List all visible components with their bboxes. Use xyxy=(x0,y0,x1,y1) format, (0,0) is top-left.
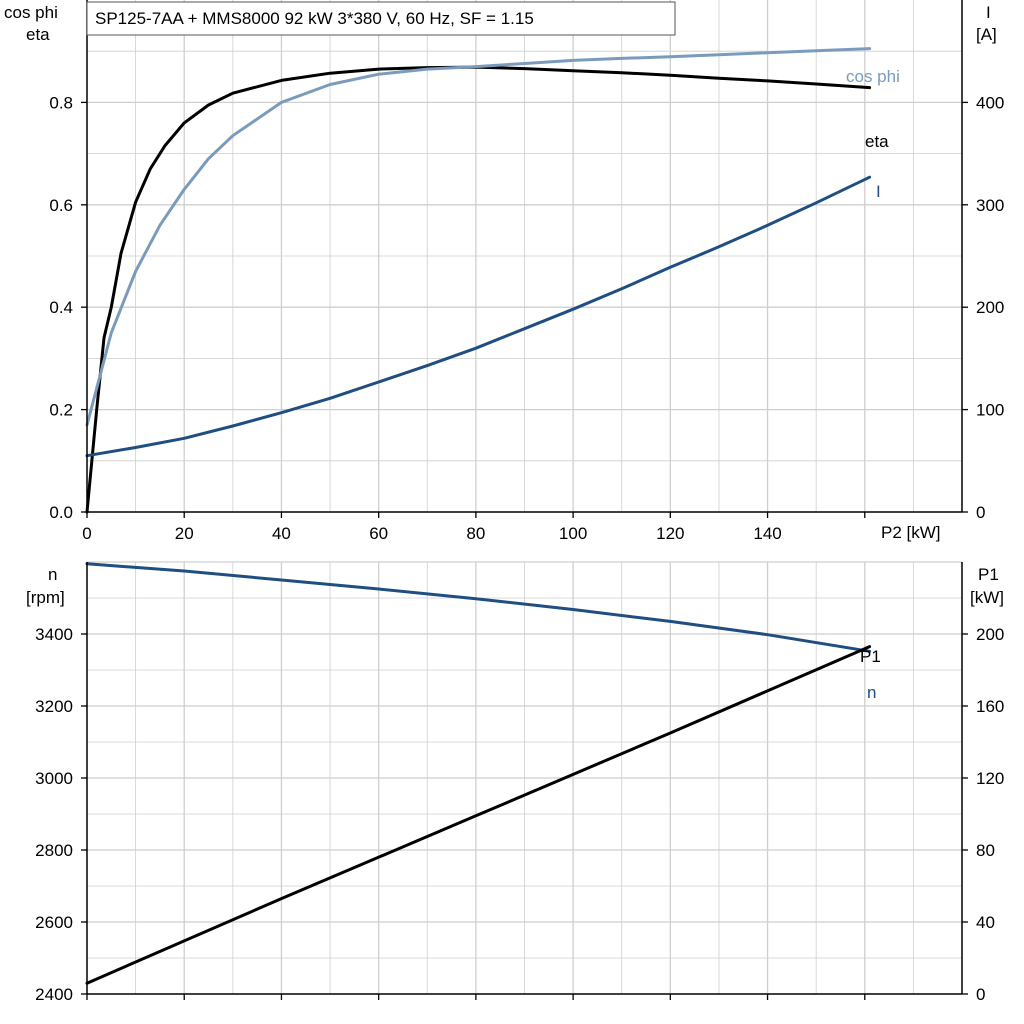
bot-series-n-line xyxy=(85,562,872,653)
title-box xyxy=(86,1,676,36)
bot-right-tick-label: 80 xyxy=(976,841,995,860)
top-series-i-line xyxy=(85,175,872,458)
top-x-tick-label: 0 xyxy=(82,524,91,543)
bot-right-tick-label: 160 xyxy=(976,697,1004,716)
top-right-tick-label: 400 xyxy=(976,93,1004,112)
annotation-cosphi: cos phi xyxy=(846,67,900,86)
bottom-left-ylabel-unit: [rpm] xyxy=(26,588,65,607)
bot-left-tick-label: 3200 xyxy=(35,697,73,716)
bot-right-tick-label: 40 xyxy=(976,913,995,932)
bot-left-tick-label: 3400 xyxy=(35,625,73,644)
top-x-tick-label: 20 xyxy=(175,524,194,543)
top-x-tick-label: 120 xyxy=(656,524,684,543)
top-series-eta-line xyxy=(85,65,872,514)
top-right-tick-label: 300 xyxy=(976,196,1004,215)
top-left-ylabel-eta: eta xyxy=(26,25,50,44)
top-x-tick-label: 40 xyxy=(272,524,291,543)
bot-left-tick-label: 2800 xyxy=(35,841,73,860)
top-left-ylabel-cosphi: cos phi xyxy=(4,3,58,22)
top-series-cos-phi-line xyxy=(85,47,872,427)
bottom-axes xyxy=(81,562,968,1000)
annotation-n: n xyxy=(867,683,876,702)
bot-right-tick-label: 0 xyxy=(976,985,985,1004)
top-x-tick-label: 140 xyxy=(753,524,781,543)
bot-left-tick-label: 2400 xyxy=(35,985,73,1004)
bot-right-tick-label: 120 xyxy=(976,769,1004,788)
annotation-i: I xyxy=(876,182,881,201)
top-xlabel: P2 [kW] xyxy=(881,523,941,542)
top-right-tick-label: 100 xyxy=(976,401,1004,420)
top-grid xyxy=(87,0,962,512)
top-right-tick-label: 200 xyxy=(976,298,1004,317)
chart-title: SP125-7AA + MMS8000 92 kW 3*380 V, 60 Hz… xyxy=(95,9,534,28)
top-x-tick-label: 100 xyxy=(559,524,587,543)
annotation-eta: eta xyxy=(865,132,889,151)
top-axes xyxy=(81,0,968,518)
top-series xyxy=(85,47,872,514)
top-left-tick-label: 0.6 xyxy=(49,196,73,215)
top-left-tick-label: 0.4 xyxy=(49,298,73,317)
bottom-right-ylabel-unit: [kW] xyxy=(970,588,1004,607)
bot-series-p1-line xyxy=(85,645,872,985)
top-left-tick-label: 0.2 xyxy=(49,401,73,420)
bottom-left-ylabel-n: n xyxy=(48,565,57,584)
bottom-series xyxy=(85,562,872,985)
top-left-tick-label: 0.8 xyxy=(49,93,73,112)
bot-left-tick-label: 2600 xyxy=(35,913,73,932)
bot-right-tick-label: 200 xyxy=(976,625,1004,644)
bottom-tick-labels: 2400 2600 2800 3000 3200 3400 0 40 80 120 160 200 xyxy=(35,625,1004,1004)
top-right-tick-label: 0 xyxy=(976,503,985,522)
top-tick-labels: 0.0 0.2 0.4 0.6 0.8 0 100 200 300 400 0 20 40 60 80 100… xyxy=(49,93,1004,543)
bottom-grid xyxy=(87,561,962,994)
annotation-p1: P1 xyxy=(860,647,881,666)
bottom-right-ylabel-p1: P1 xyxy=(978,565,999,584)
top-x-tick-label: 80 xyxy=(466,524,485,543)
top-right-ylabel-unit: [A] xyxy=(976,25,997,44)
top-right-ylabel-i: I xyxy=(986,3,991,22)
top-x-tick-label: 60 xyxy=(369,524,388,543)
bot-left-tick-label: 3000 xyxy=(35,769,73,788)
top-left-tick-label: 0.0 xyxy=(49,503,73,522)
